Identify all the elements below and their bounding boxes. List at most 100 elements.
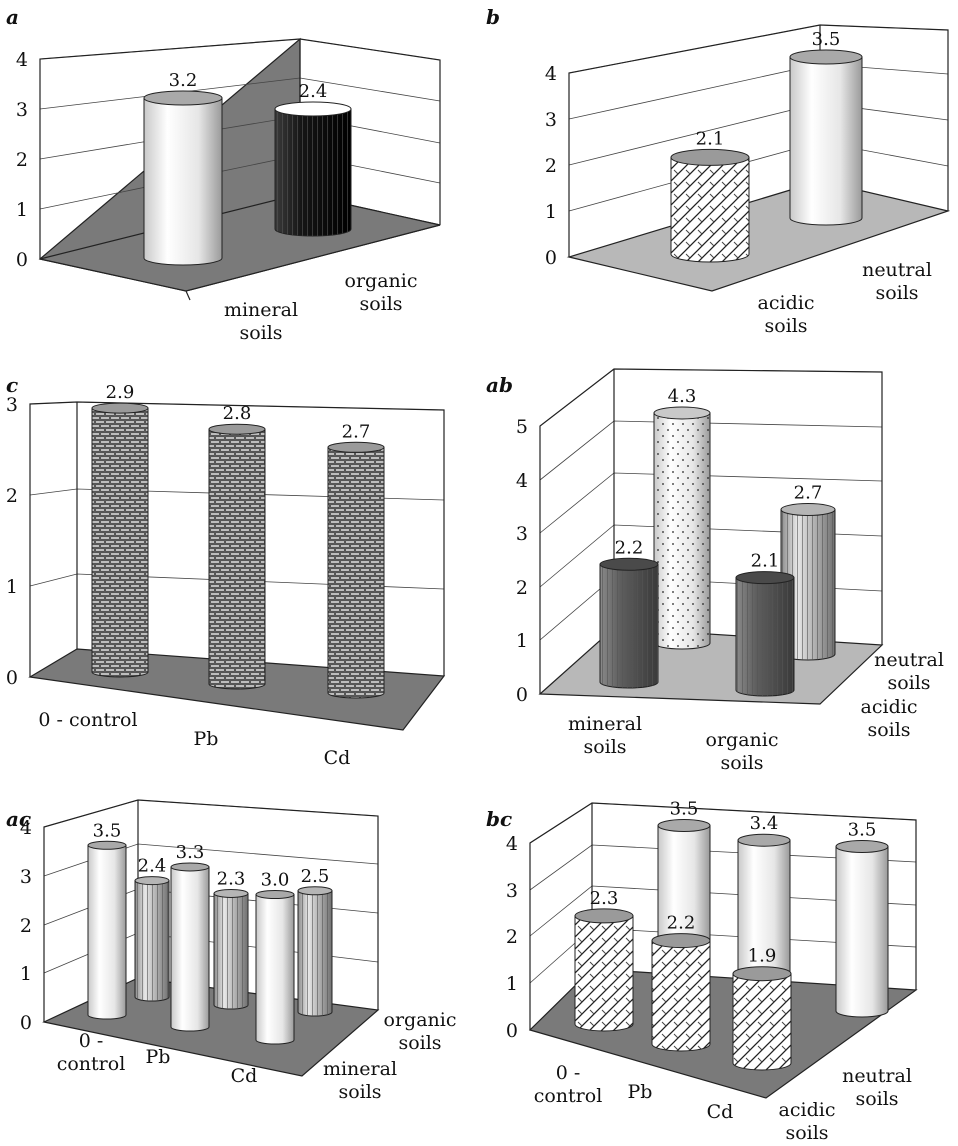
panel-ac-bar-organic-0-texture xyxy=(135,880,169,1001)
panel-ab-bar-acidic-mineral-value-label: 2.2 xyxy=(615,537,644,558)
panel-ab-bar-acidic-organic-top xyxy=(735,571,795,585)
panel-ac-bar-organic-2-texture xyxy=(298,890,332,1016)
panel-c-ytick-2: 2 xyxy=(6,485,18,507)
panel-a-bar-organic-top xyxy=(274,101,352,117)
panel-c-bar-1-value-label: 2.8 xyxy=(223,403,252,424)
panel-ab-bar-acidic-mineral-top xyxy=(599,557,659,571)
panel-bc-bar-neutral-0-value-label: 3.5 xyxy=(670,799,699,820)
panel-ab-cat-organic: organic soils xyxy=(706,729,779,774)
panel-bc-cat-1: Pb xyxy=(628,1081,653,1103)
panel-ac-bar-mineral-0-value-label: 3.5 xyxy=(93,820,122,841)
panel-a-axis-tick xyxy=(185,290,191,301)
panel-bc-bar-acidic-0-body xyxy=(574,915,634,1032)
panel-c-ytick-3: 3 xyxy=(6,394,18,416)
panel-b-bar-acidic-body xyxy=(670,156,750,263)
panel-ab-ytick-3: 3 xyxy=(516,523,528,545)
panel-ac-bar-mineral-2: 3.0 xyxy=(255,870,295,1045)
panel-ab-ytick-1: 1 xyxy=(516,630,528,652)
panel-ac-bar-mineral-1: 3.3 xyxy=(170,842,210,1032)
panel-ac-bar-organic-0-top xyxy=(134,876,170,886)
panel-ac-bar-mineral-2-body xyxy=(255,894,295,1045)
panel-bc-bar-neutral-1-value-label: 3.4 xyxy=(750,813,779,834)
panel-ac-ytick-1: 1 xyxy=(20,963,32,985)
panel-bc-bar-acidic-1: 2.2 xyxy=(651,913,711,1052)
panel-bc-bar-acidic-1-value-label: 2.2 xyxy=(667,913,696,934)
panel-c-bar-0-body xyxy=(91,407,149,678)
panel-a-cat-organic: organic soils xyxy=(345,270,418,315)
panel-c-bar-1: 2.8 xyxy=(208,403,266,690)
panel-ab-bar-neutral-mineral-texture xyxy=(654,412,710,649)
panel-c-bar-2-top xyxy=(327,441,385,453)
panel-b-cat-neutral: neutral soils xyxy=(862,259,932,304)
panel-bc-bar-acidic-0: 2.3 xyxy=(574,888,634,1032)
bars-layer: 3.2 2.4 2.1 3.5 2.9 2.8 2.7 4.3 2.7 2.2 2.1 2.4 2.3 2… xyxy=(87,29,889,1071)
panel-ac-bar-organic-1-texture xyxy=(214,893,248,1009)
panel-b-cat-acidic: acidic soils xyxy=(758,292,815,337)
panel-ac-ytick-4: 4 xyxy=(20,817,32,839)
panel-c-bar-0-value-label: 2.9 xyxy=(106,382,135,403)
panel-ab-bar-neutral-organic-value-label: 2.7 xyxy=(794,483,823,504)
panel-ac-bar-organic-2: 2.5 xyxy=(297,866,333,1017)
panel-ac-ytick-0: 0 xyxy=(20,1012,32,1034)
panel-a-bar-organic-texture xyxy=(275,109,351,236)
panel-b-bar-neutral-body xyxy=(789,56,863,226)
panel-a-cat-mineral: mineral soils xyxy=(224,299,298,344)
panel-c-bar-2-body xyxy=(327,446,385,699)
panel-c-bar-1-top xyxy=(208,423,266,435)
panel-a-bar-mineral-value-label: 3.2 xyxy=(169,70,198,91)
panel-bc-bar-acidic-1-top xyxy=(651,933,711,949)
panel-bc-bar-neutral-2-value-label: 3.5 xyxy=(848,820,877,841)
panel-ab-legend-neutral: neutral soils xyxy=(874,649,944,694)
panel-a-ytick-2: 2 xyxy=(16,149,28,171)
panel-c-cat-0: 0 - control xyxy=(38,709,137,731)
panel-b-ytick-4: 4 xyxy=(545,63,557,85)
panel-ab-bar-neutral-mineral-top xyxy=(653,406,711,420)
panel-bc-legend-neutral: neutral soils xyxy=(842,1065,912,1110)
panel-ac-bar-organic-0: 2.4 xyxy=(134,856,170,1002)
panel-ab-ytick-2: 2 xyxy=(516,577,528,599)
panel-c-bar-0-top xyxy=(91,402,149,414)
panel-c-cat-1: Pb xyxy=(194,728,219,750)
panel-ac-bar-mineral-0: 3.5 xyxy=(87,820,127,1020)
panel-b-title: b xyxy=(486,5,500,29)
panel-ab-ytick-4: 4 xyxy=(516,470,528,492)
panel-ac-bar-organic-0-value-label: 2.4 xyxy=(138,856,167,877)
panel-bc-bar-acidic-2: 1.9 xyxy=(732,946,792,1071)
panel-a-bar-mineral: 3.2 xyxy=(143,70,223,266)
panel-c-title: c xyxy=(6,373,18,397)
panel-ac-cat-2: Cd xyxy=(231,1065,258,1087)
panel-ac-bar-organic-2-value-label: 2.5 xyxy=(301,866,330,887)
panel-ac-bar-organic-2-top xyxy=(297,886,333,896)
panel-ac-legend-mineral: mineral soils xyxy=(323,1058,397,1103)
panel-bc-ytick-0: 0 xyxy=(506,1020,518,1042)
panel-ab-bar-neutral-mineral: 4.3 xyxy=(653,386,711,650)
panel-b-bar-neutral-top xyxy=(789,49,863,65)
panel-ac-legend-organic: organic soils xyxy=(384,1009,457,1054)
panel-b-bar-acidic-top xyxy=(670,148,750,166)
panel-bc-bar-acidic-0-top xyxy=(574,908,634,924)
panel-c-ytick-1: 1 xyxy=(6,576,18,598)
panel-ab-bar-acidic-organic-texture xyxy=(736,577,794,696)
panel-ac-bar-mineral-2-top xyxy=(255,890,295,899)
panel-bc-cat-2: Cd xyxy=(707,1101,734,1123)
panel-b-bar-neutral: 3.5 xyxy=(789,29,863,226)
panel-c-ytick-0: 0 xyxy=(6,667,18,689)
panel-b-ytick-0: 0 xyxy=(545,247,557,269)
panel-ac-ytick-2: 2 xyxy=(20,915,32,937)
panel-b-bar-acidic: 2.1 xyxy=(670,128,750,263)
panel-ab-bar-acidic-mineral: 2.2 xyxy=(599,537,659,689)
panel-bc-ytick-2: 2 xyxy=(506,926,518,948)
panel-ac-bar-mineral-1-top xyxy=(170,862,210,872)
panel-bc-legend-acidic: acidic soils xyxy=(779,1099,836,1144)
panel-ac-bar-mineral-1-body xyxy=(170,866,210,1032)
panel-a-ytick-4: 4 xyxy=(16,49,28,71)
panel-ab-ytick-5: 5 xyxy=(516,416,528,438)
panel-a-bar-organic-value-label: 2.4 xyxy=(299,81,328,102)
panel-bc-cat-0: 0 -control xyxy=(534,1062,603,1107)
panel-ab-bar-neutral-organic-top xyxy=(780,503,836,517)
panel-b-gridlines xyxy=(568,24,949,212)
panel-bc-bar-acidic-0-value-label: 2.3 xyxy=(590,888,619,909)
panel-ac-bar-mineral-2-value-label: 3.0 xyxy=(261,870,290,891)
panel-a-ytick-3: 3 xyxy=(16,99,28,121)
panel-a-ytick-0: 0 xyxy=(16,249,28,271)
